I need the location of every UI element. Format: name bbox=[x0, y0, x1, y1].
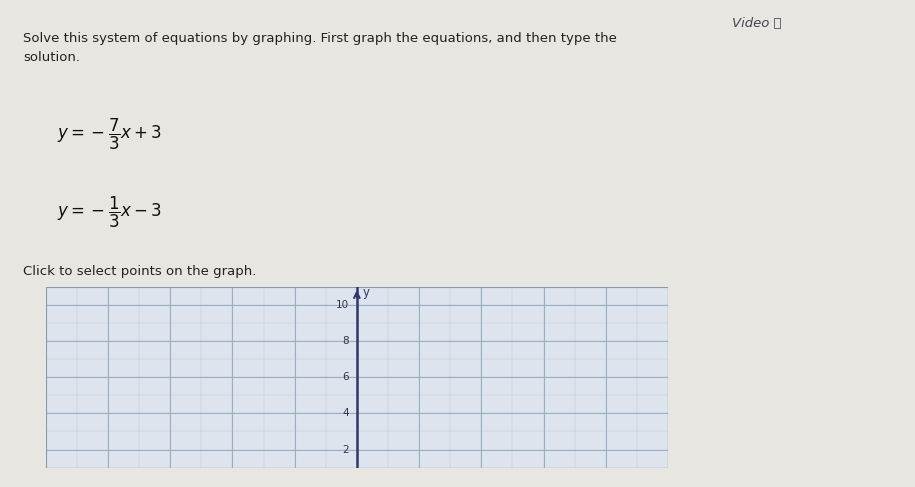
Text: 4: 4 bbox=[342, 409, 350, 418]
Text: Click to select points on the graph.: Click to select points on the graph. bbox=[23, 265, 256, 279]
Text: 10: 10 bbox=[336, 300, 350, 310]
Text: 8: 8 bbox=[342, 337, 350, 346]
Text: $y = -\dfrac{1}{3}x - 3$: $y = -\dfrac{1}{3}x - 3$ bbox=[58, 195, 163, 230]
Text: Solve this system of equations by graphing. First graph the equations, and then : Solve this system of equations by graphi… bbox=[23, 32, 617, 64]
Text: $y = -\dfrac{7}{3}x + 3$: $y = -\dfrac{7}{3}x + 3$ bbox=[58, 117, 163, 152]
Text: Video ⓖ: Video ⓖ bbox=[732, 17, 782, 30]
Text: 2: 2 bbox=[342, 445, 350, 454]
Text: 6: 6 bbox=[342, 373, 350, 382]
Text: y: y bbox=[362, 286, 370, 299]
